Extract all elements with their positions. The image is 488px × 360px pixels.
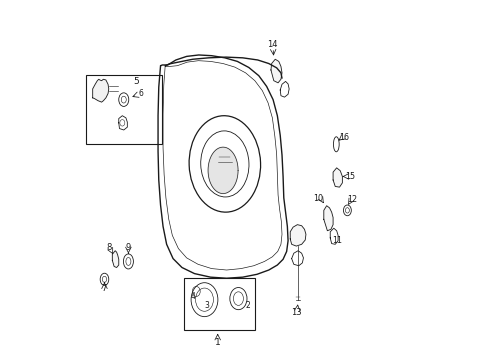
Polygon shape — [270, 59, 282, 83]
Text: 3: 3 — [204, 301, 209, 310]
Polygon shape — [208, 147, 238, 194]
Text: 9: 9 — [125, 243, 131, 252]
Polygon shape — [290, 225, 305, 246]
Polygon shape — [332, 168, 342, 187]
Text: 4: 4 — [190, 292, 195, 301]
Polygon shape — [323, 206, 332, 231]
Text: 11: 11 — [332, 236, 342, 245]
Bar — [85, 75, 162, 144]
Text: 2: 2 — [245, 301, 250, 310]
Text: 16: 16 — [338, 133, 348, 142]
Bar — [183, 278, 255, 330]
Text: 14: 14 — [266, 40, 277, 49]
Text: 6: 6 — [138, 89, 143, 98]
Text: 7: 7 — [102, 284, 107, 293]
Text: 1: 1 — [214, 338, 220, 347]
Text: 5: 5 — [133, 77, 139, 86]
Polygon shape — [93, 79, 108, 102]
Text: 12: 12 — [346, 195, 357, 204]
Text: 13: 13 — [290, 309, 301, 318]
Polygon shape — [112, 251, 119, 267]
Text: 10: 10 — [312, 194, 323, 203]
Text: 8: 8 — [106, 243, 112, 252]
Text: 15: 15 — [344, 172, 354, 181]
